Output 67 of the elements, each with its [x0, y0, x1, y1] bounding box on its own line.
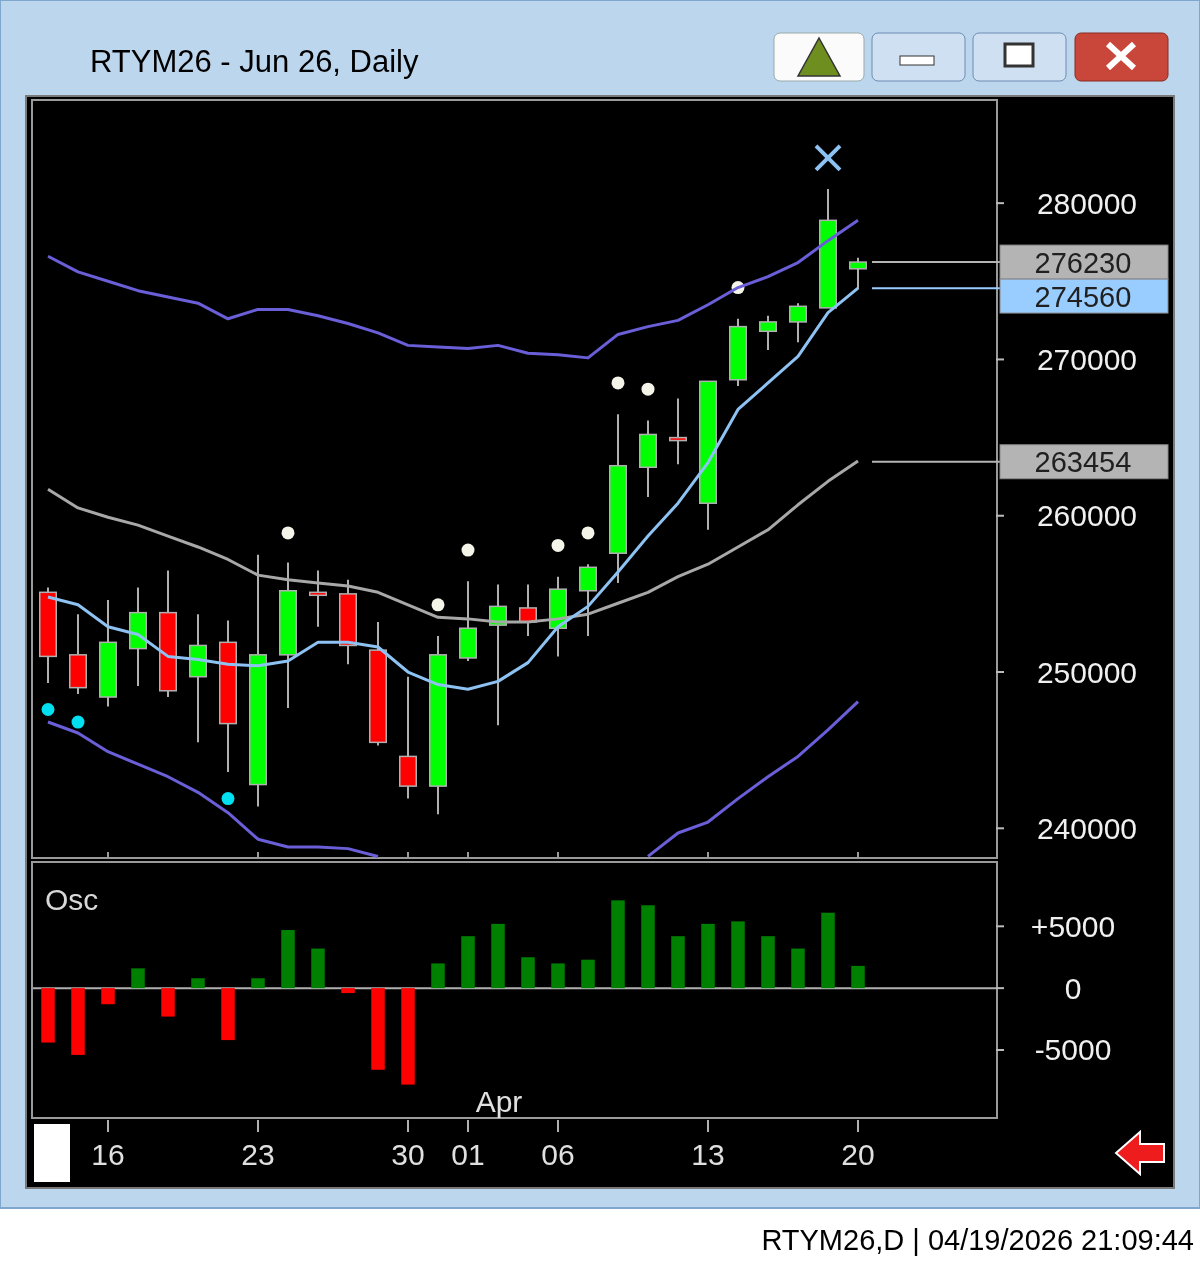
x-tick-label: 16: [91, 1138, 125, 1171]
bar: [581, 959, 595, 989]
candlestick: [789, 302, 807, 344]
bar: [551, 963, 565, 989]
y-tick-label: 280000: [1036, 186, 1137, 220]
y-tick-label: 270000: [1036, 342, 1137, 376]
x-tick-label: 13: [691, 1138, 725, 1171]
point: [461, 543, 475, 557]
y-tick-label: 260000: [1036, 499, 1137, 533]
bar: [281, 930, 295, 989]
bar: [191, 978, 205, 989]
bar: [341, 988, 355, 994]
bar: [371, 988, 385, 1070]
bar: [701, 923, 715, 989]
x-tick-label: 30: [391, 1138, 425, 1171]
bar: [611, 900, 625, 989]
bar: [161, 988, 175, 1017]
point: [221, 792, 235, 806]
bar: [641, 905, 655, 989]
candlestick: [849, 256, 867, 291]
ref-line-label: 263454: [1034, 446, 1132, 479]
point: [71, 715, 85, 729]
candlestick: [759, 314, 777, 352]
point: [281, 526, 295, 540]
bar: [101, 988, 115, 1005]
y-tick-label: 240000: [1036, 811, 1137, 845]
y-tick-label: 0: [1064, 971, 1082, 1005]
candlestick: [669, 397, 687, 466]
bar: [131, 968, 145, 989]
x-tick-label: 20: [841, 1138, 875, 1171]
bar: [461, 936, 475, 989]
ref-line-label: 276230: [1034, 246, 1132, 279]
x-tick-label: 01: [451, 1138, 485, 1171]
line-series: [46, 286, 860, 691]
point: [41, 703, 55, 717]
text: Osc: [45, 883, 99, 916]
ref-line-label: 274560: [1034, 280, 1132, 313]
point: [431, 598, 445, 612]
chart-title: RTYM26 - Jun 26, Daily: [90, 44, 419, 79]
bar: [821, 912, 835, 989]
bar: [521, 957, 535, 989]
bar: [731, 921, 745, 989]
bar: [71, 988, 85, 1055]
x-tick-label: 06: [541, 1138, 575, 1171]
text: RTYM26,D | 04/19/2026 21:09:44: [761, 1224, 1194, 1256]
bar: [221, 988, 235, 1041]
y-tick-label: +5000: [1030, 909, 1116, 943]
bar: [851, 965, 865, 989]
y-tick-label: 250000: [1036, 655, 1137, 689]
bar: [671, 936, 685, 989]
line-series: [46, 218, 860, 360]
bar: [761, 936, 775, 989]
point: [611, 376, 625, 390]
annotation: Apr: [475, 1085, 523, 1118]
point: [814, 143, 842, 172]
bar: [791, 948, 805, 989]
bar: [41, 988, 55, 1043]
bar: [401, 988, 415, 1085]
y-tick-label: -5000: [1034, 1033, 1112, 1067]
bar: [491, 923, 505, 989]
x-tick-label: 23: [241, 1138, 275, 1171]
point: [641, 382, 655, 396]
bar: [431, 963, 445, 989]
bar: [311, 948, 325, 989]
bar: [251, 978, 265, 989]
point: [581, 526, 595, 540]
point: [551, 538, 565, 552]
